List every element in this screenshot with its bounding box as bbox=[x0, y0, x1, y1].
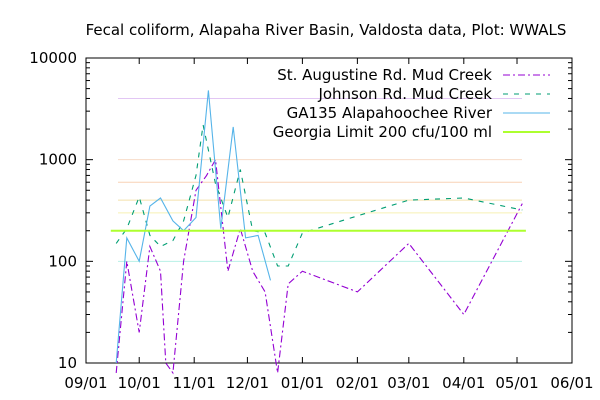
x-tick-label: 05/01 bbox=[495, 374, 538, 392]
x-tick-labels: 09/01 10/01 11/01 12/01 01/01 02/01 03/01 04/01… bbox=[64, 374, 593, 392]
x-tick-label: 06/01 bbox=[550, 374, 593, 392]
series-line-1 bbox=[115, 157, 523, 375]
chart-title: Fecal coliform, Alapaha River Basin, Val… bbox=[86, 21, 567, 39]
legend-label-4: Georgia Limit 200 cfu/100 ml bbox=[273, 123, 492, 141]
y-tick-label: 100 bbox=[48, 252, 77, 270]
legend-label-2: Johnson Rd. Mud Creek bbox=[317, 85, 492, 103]
axis-ticks bbox=[85, 57, 573, 364]
x-tick-label: 01/01 bbox=[281, 374, 324, 392]
x-tick-label: 02/01 bbox=[336, 374, 379, 392]
series-lines bbox=[110, 90, 526, 375]
y-tick-labels: 10 100 1000 10000 bbox=[29, 49, 77, 372]
x-tick-label: 10/01 bbox=[118, 374, 161, 392]
plot-frame bbox=[85, 57, 573, 364]
legend-label-1: St. Augustine Rd. Mud Creek bbox=[277, 66, 492, 84]
x-tick-label: 11/01 bbox=[173, 374, 216, 392]
series-line-2 bbox=[115, 124, 523, 267]
x-tick-label: 03/01 bbox=[387, 374, 430, 392]
x-tick-label: 04/01 bbox=[442, 374, 485, 392]
y-tick-label: 10 bbox=[58, 354, 77, 372]
x-tick-label: 12/01 bbox=[226, 374, 269, 392]
series-line-3 bbox=[115, 90, 272, 364]
legend-label-3: GA135 Alapahoochee River bbox=[287, 104, 493, 122]
y-tick-label: 10000 bbox=[29, 49, 77, 67]
reference-lines bbox=[118, 97, 522, 262]
y-tick-label: 1000 bbox=[39, 151, 77, 169]
x-tick-label: 09/01 bbox=[64, 374, 107, 392]
